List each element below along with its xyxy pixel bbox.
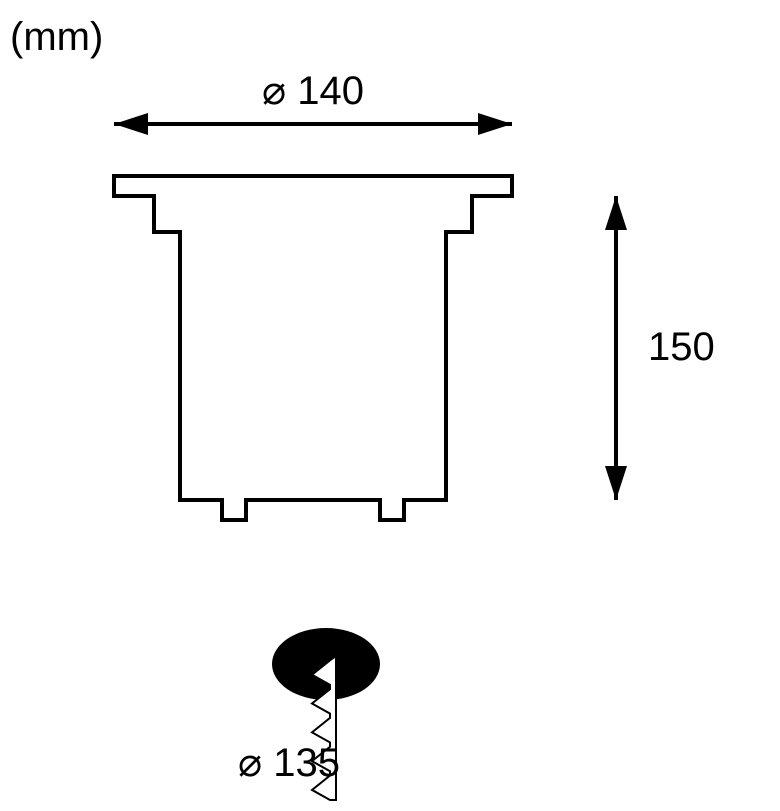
dimension-cutout-label: ⌀ 135 xyxy=(238,741,340,785)
dimension-drawing: (mm) ⌀ 140 150 ⌀ 135 xyxy=(0,0,780,811)
dimension-top-label: ⌀ 140 xyxy=(262,69,364,113)
dimension-top-diameter: ⌀ 140 xyxy=(114,69,512,135)
fixture-outline xyxy=(114,176,512,520)
unit-label: (mm) xyxy=(10,15,103,59)
dimension-height-label: 150 xyxy=(648,325,715,369)
dimension-height: 150 xyxy=(605,196,715,500)
